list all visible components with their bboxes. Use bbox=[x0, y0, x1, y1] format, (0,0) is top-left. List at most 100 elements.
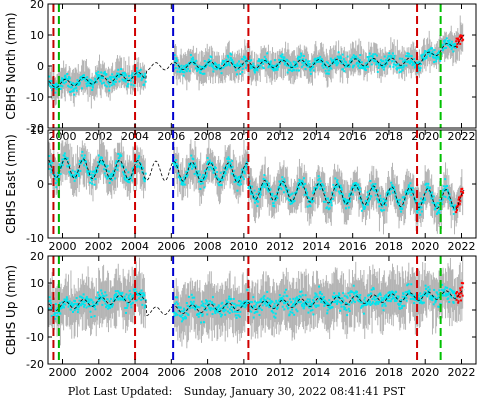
data-point bbox=[86, 76, 89, 79]
data-point bbox=[269, 301, 272, 304]
data-point bbox=[303, 305, 306, 308]
data-point bbox=[111, 305, 114, 308]
data-point bbox=[102, 168, 105, 171]
data-point bbox=[227, 156, 230, 159]
data-point bbox=[90, 79, 93, 82]
data-point bbox=[141, 303, 144, 306]
data-point bbox=[350, 290, 353, 293]
data-point bbox=[449, 294, 452, 297]
data-point bbox=[122, 171, 125, 174]
data-point bbox=[455, 40, 458, 43]
data-point bbox=[383, 302, 386, 305]
data-point bbox=[116, 296, 119, 299]
data-point bbox=[142, 297, 145, 300]
data-point bbox=[114, 162, 117, 165]
y-tick-label: -10 bbox=[26, 331, 44, 344]
data-point bbox=[425, 287, 428, 290]
data-point bbox=[349, 294, 352, 297]
data-point bbox=[182, 65, 185, 68]
data-point bbox=[51, 305, 54, 308]
data-point bbox=[455, 292, 458, 295]
data-point bbox=[108, 181, 111, 184]
data-point bbox=[309, 303, 312, 306]
data-point bbox=[260, 308, 263, 311]
data-point bbox=[409, 191, 412, 194]
data-point bbox=[313, 61, 316, 64]
data-point bbox=[231, 61, 234, 64]
data-point bbox=[85, 295, 88, 298]
data-point bbox=[340, 60, 343, 63]
data-point bbox=[410, 193, 413, 196]
data-point bbox=[335, 59, 338, 62]
data-point bbox=[324, 194, 327, 197]
data-point bbox=[202, 174, 205, 177]
data-point bbox=[399, 66, 402, 69]
data-point bbox=[249, 184, 252, 187]
data-point bbox=[290, 193, 293, 196]
data-point bbox=[191, 60, 194, 63]
data-point bbox=[246, 64, 249, 67]
data-point bbox=[103, 71, 106, 74]
data-point bbox=[329, 304, 332, 307]
data-point bbox=[82, 74, 85, 77]
data-point bbox=[126, 304, 129, 307]
data-point bbox=[384, 295, 387, 298]
data-point bbox=[362, 203, 365, 206]
data-point bbox=[457, 301, 460, 304]
data-point bbox=[182, 74, 185, 77]
data-point bbox=[393, 188, 396, 191]
data-point bbox=[64, 74, 67, 77]
data-point bbox=[257, 190, 260, 193]
data-point bbox=[89, 84, 92, 87]
data-point bbox=[107, 176, 110, 179]
data-point bbox=[220, 179, 223, 182]
data-point bbox=[429, 186, 432, 189]
data-point bbox=[181, 67, 184, 70]
data-point bbox=[180, 320, 183, 323]
data-point bbox=[194, 67, 197, 70]
data-point bbox=[459, 199, 462, 202]
data-point bbox=[135, 299, 138, 302]
data-point bbox=[327, 197, 330, 200]
data-point bbox=[273, 64, 276, 67]
data-point bbox=[433, 53, 436, 56]
data-point bbox=[173, 164, 176, 167]
data-point bbox=[226, 306, 229, 309]
data-point bbox=[320, 293, 323, 296]
data-point bbox=[273, 195, 276, 198]
data-point bbox=[76, 311, 79, 314]
data-point bbox=[91, 86, 94, 89]
data-point bbox=[204, 306, 207, 309]
data-point bbox=[206, 300, 209, 303]
data-point bbox=[394, 195, 397, 198]
data-point bbox=[89, 181, 92, 184]
data-point bbox=[347, 199, 350, 202]
data-point bbox=[451, 40, 454, 43]
data-point bbox=[103, 295, 106, 298]
data-point bbox=[135, 290, 138, 293]
data-point bbox=[257, 301, 260, 304]
data-point bbox=[127, 296, 130, 299]
data-point bbox=[448, 301, 451, 304]
data-point bbox=[370, 184, 373, 187]
data-point bbox=[278, 58, 281, 61]
data-point bbox=[359, 190, 362, 193]
data-point bbox=[53, 313, 56, 316]
data-point bbox=[453, 42, 456, 45]
data-point bbox=[455, 291, 458, 294]
data-point bbox=[255, 196, 258, 199]
data-point bbox=[250, 310, 253, 313]
data-point bbox=[397, 201, 400, 204]
data-point bbox=[425, 187, 428, 190]
data-point bbox=[87, 301, 90, 304]
data-point bbox=[350, 301, 353, 304]
data-point bbox=[404, 198, 407, 201]
data-point bbox=[48, 155, 51, 158]
data-point bbox=[223, 166, 226, 169]
data-point bbox=[419, 299, 422, 302]
data-point bbox=[144, 299, 147, 302]
data-point bbox=[456, 43, 459, 46]
data-point bbox=[236, 304, 239, 307]
data-point bbox=[111, 82, 114, 85]
data-point bbox=[58, 302, 61, 305]
